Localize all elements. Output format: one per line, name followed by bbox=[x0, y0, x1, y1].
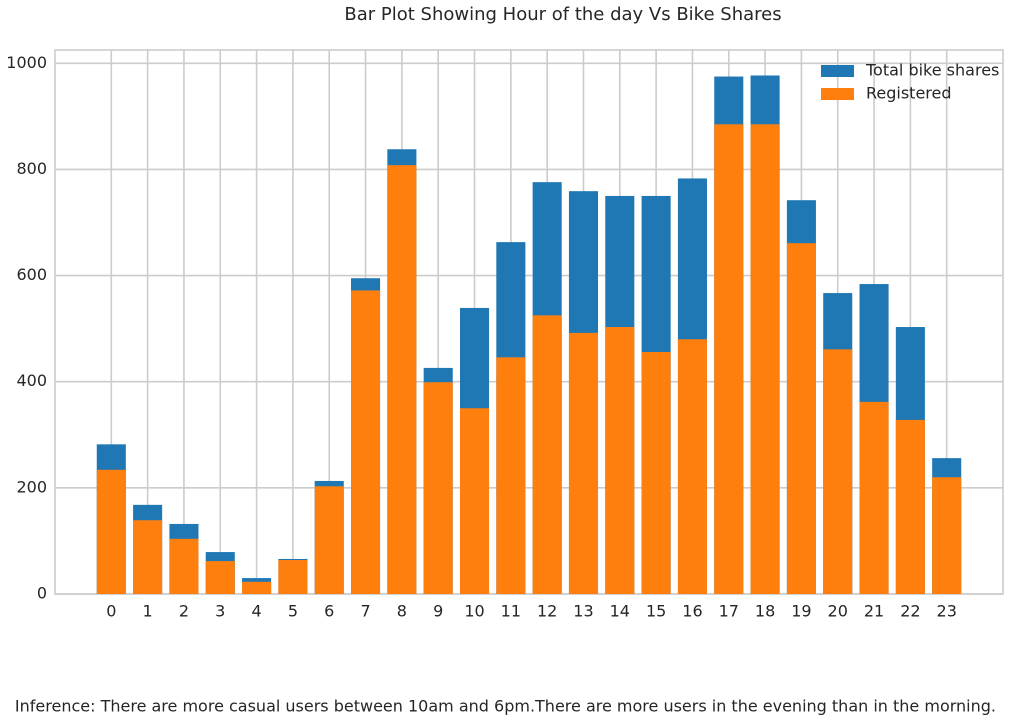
bar bbox=[532, 315, 562, 594]
bar bbox=[133, 520, 163, 594]
bar bbox=[496, 357, 526, 594]
bar bbox=[423, 382, 453, 594]
x-tick-label: 6 bbox=[324, 602, 334, 621]
x-tick-label: 14 bbox=[610, 602, 630, 621]
x-tick-label: 16 bbox=[682, 602, 702, 621]
bar bbox=[932, 477, 962, 594]
x-tick-label: 19 bbox=[791, 602, 811, 621]
x-tick-label: 13 bbox=[573, 602, 593, 621]
x-tick-label: 3 bbox=[215, 602, 225, 621]
bar bbox=[242, 581, 272, 594]
annotation: Inference: There are more casual users b… bbox=[15, 697, 996, 716]
y-tick-label: 0 bbox=[37, 584, 47, 603]
bar bbox=[459, 408, 490, 594]
x-tick-label: 5 bbox=[288, 602, 298, 621]
x-tick-label: 23 bbox=[937, 602, 957, 621]
bar bbox=[786, 243, 816, 594]
legend-label: Total bike shares bbox=[865, 61, 999, 80]
bar bbox=[568, 332, 599, 594]
bar bbox=[314, 486, 344, 594]
x-tick-label: 21 bbox=[864, 602, 884, 621]
bar bbox=[205, 561, 235, 594]
x-tick-label: 7 bbox=[360, 602, 370, 621]
x-tick-label: 1 bbox=[143, 602, 153, 621]
x-tick-label: 12 bbox=[537, 602, 557, 621]
x-tick-label: 4 bbox=[251, 602, 261, 621]
chart-title: Bar Plot Showing Hour of the day Vs Bike… bbox=[344, 4, 781, 25]
legend-label: Registered bbox=[866, 84, 952, 103]
bar bbox=[714, 124, 744, 595]
x-tick-label: 17 bbox=[719, 602, 739, 621]
bar bbox=[169, 538, 199, 594]
legend-swatch bbox=[821, 88, 854, 100]
y-tick-label: 800 bbox=[16, 159, 47, 178]
bar bbox=[823, 349, 853, 594]
x-tick-label: 11 bbox=[501, 602, 521, 621]
bar bbox=[351, 290, 381, 594]
legend-swatch bbox=[821, 65, 854, 77]
y-tick-label: 200 bbox=[16, 477, 47, 496]
x-tick-label: 20 bbox=[828, 602, 848, 621]
x-tick-label: 22 bbox=[900, 602, 920, 621]
x-tick-label: 9 bbox=[433, 602, 443, 621]
bar bbox=[96, 469, 126, 594]
x-tick-label: 8 bbox=[397, 602, 407, 621]
y-tick-label: 1000 bbox=[6, 53, 47, 72]
bar bbox=[278, 560, 308, 594]
x-tick-label: 15 bbox=[646, 602, 666, 621]
x-tick-label: 2 bbox=[179, 602, 189, 621]
bar bbox=[641, 351, 671, 594]
x-tick-label: 0 bbox=[106, 602, 116, 621]
bar bbox=[750, 124, 780, 595]
bar bbox=[895, 419, 925, 594]
x-tick-label: 18 bbox=[755, 602, 775, 621]
bar bbox=[605, 327, 635, 594]
y-tick-label: 400 bbox=[16, 371, 47, 390]
x-tick-label: 10 bbox=[464, 602, 484, 621]
bar bbox=[677, 339, 707, 594]
bar bbox=[387, 165, 417, 595]
bar bbox=[859, 401, 889, 594]
y-tick-label: 600 bbox=[16, 265, 47, 284]
plot-frame bbox=[54, 49, 1004, 595]
